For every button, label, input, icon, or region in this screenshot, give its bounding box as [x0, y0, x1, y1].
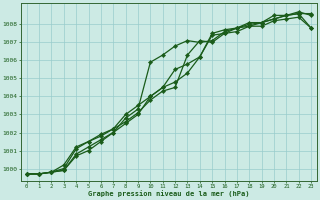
X-axis label: Graphe pression niveau de la mer (hPa): Graphe pression niveau de la mer (hPa) [88, 190, 250, 197]
